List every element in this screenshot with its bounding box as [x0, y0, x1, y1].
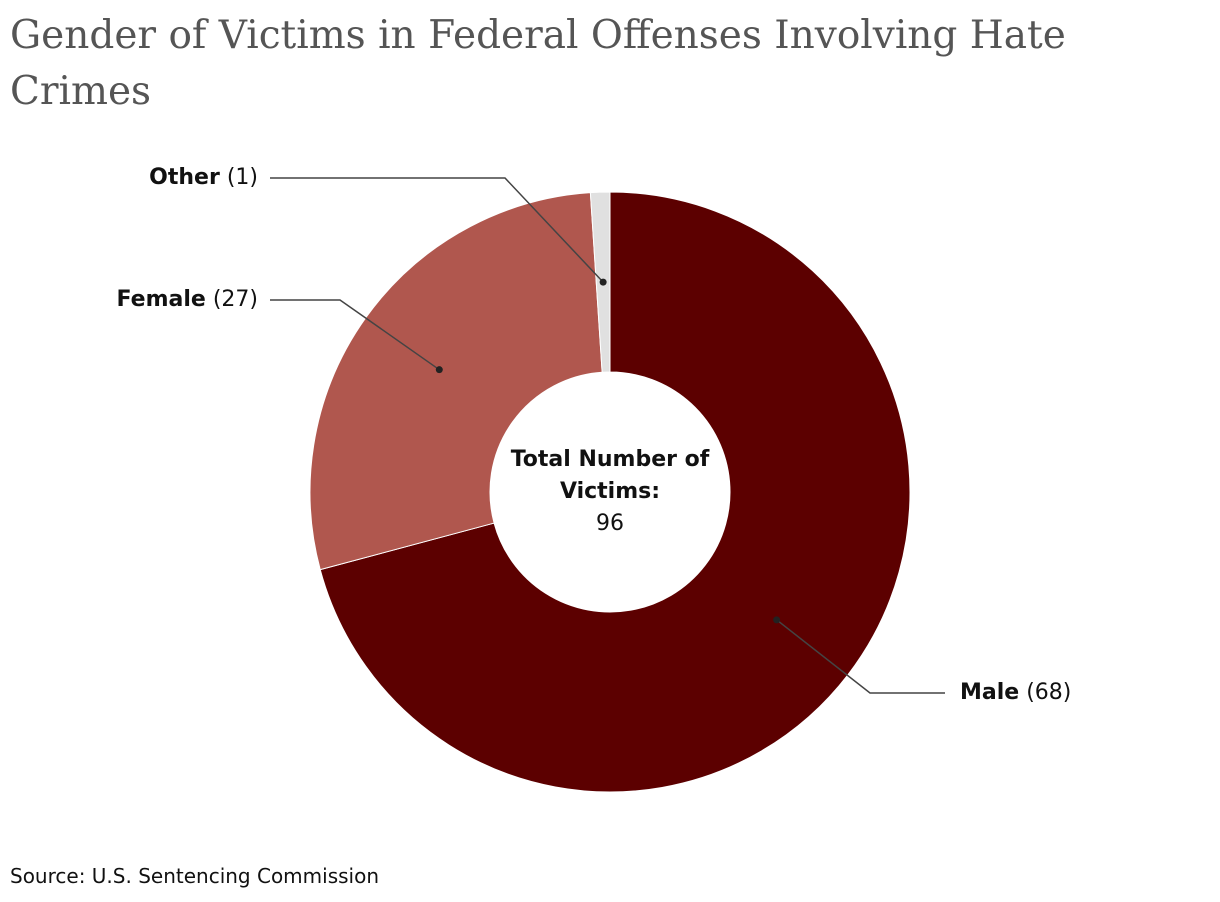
slice-value-label: (68) [1026, 680, 1071, 705]
leader-dot [599, 278, 607, 286]
donut-slice [309, 192, 603, 571]
source: Source: U.S. Sentencing Commission [10, 864, 380, 888]
leader-line [270, 299, 440, 371]
center-label: Total Number of Victims: [510, 447, 710, 504]
donut-slice [319, 191, 911, 793]
slice-name: Other [149, 165, 220, 190]
chart-title: Gender of Victims in Federal Offenses In… [10, 13, 1066, 114]
slice-name: Female [117, 287, 206, 312]
leader-line [270, 177, 604, 283]
leader-dot [773, 616, 781, 624]
center-value: 96 [596, 511, 624, 536]
leader-dot [435, 366, 443, 374]
slice-label: Male (68) [960, 680, 1071, 705]
slice-label: Female (27) [117, 287, 258, 312]
slice-value-label: (1) [227, 165, 258, 190]
slice-name: Male [960, 680, 1019, 705]
center-text: Total Number of Victims: 96 [500, 444, 720, 540]
leader-line [776, 619, 945, 694]
slice-value-label: (27) [213, 287, 258, 312]
slice-label: Other (1) [149, 165, 258, 190]
